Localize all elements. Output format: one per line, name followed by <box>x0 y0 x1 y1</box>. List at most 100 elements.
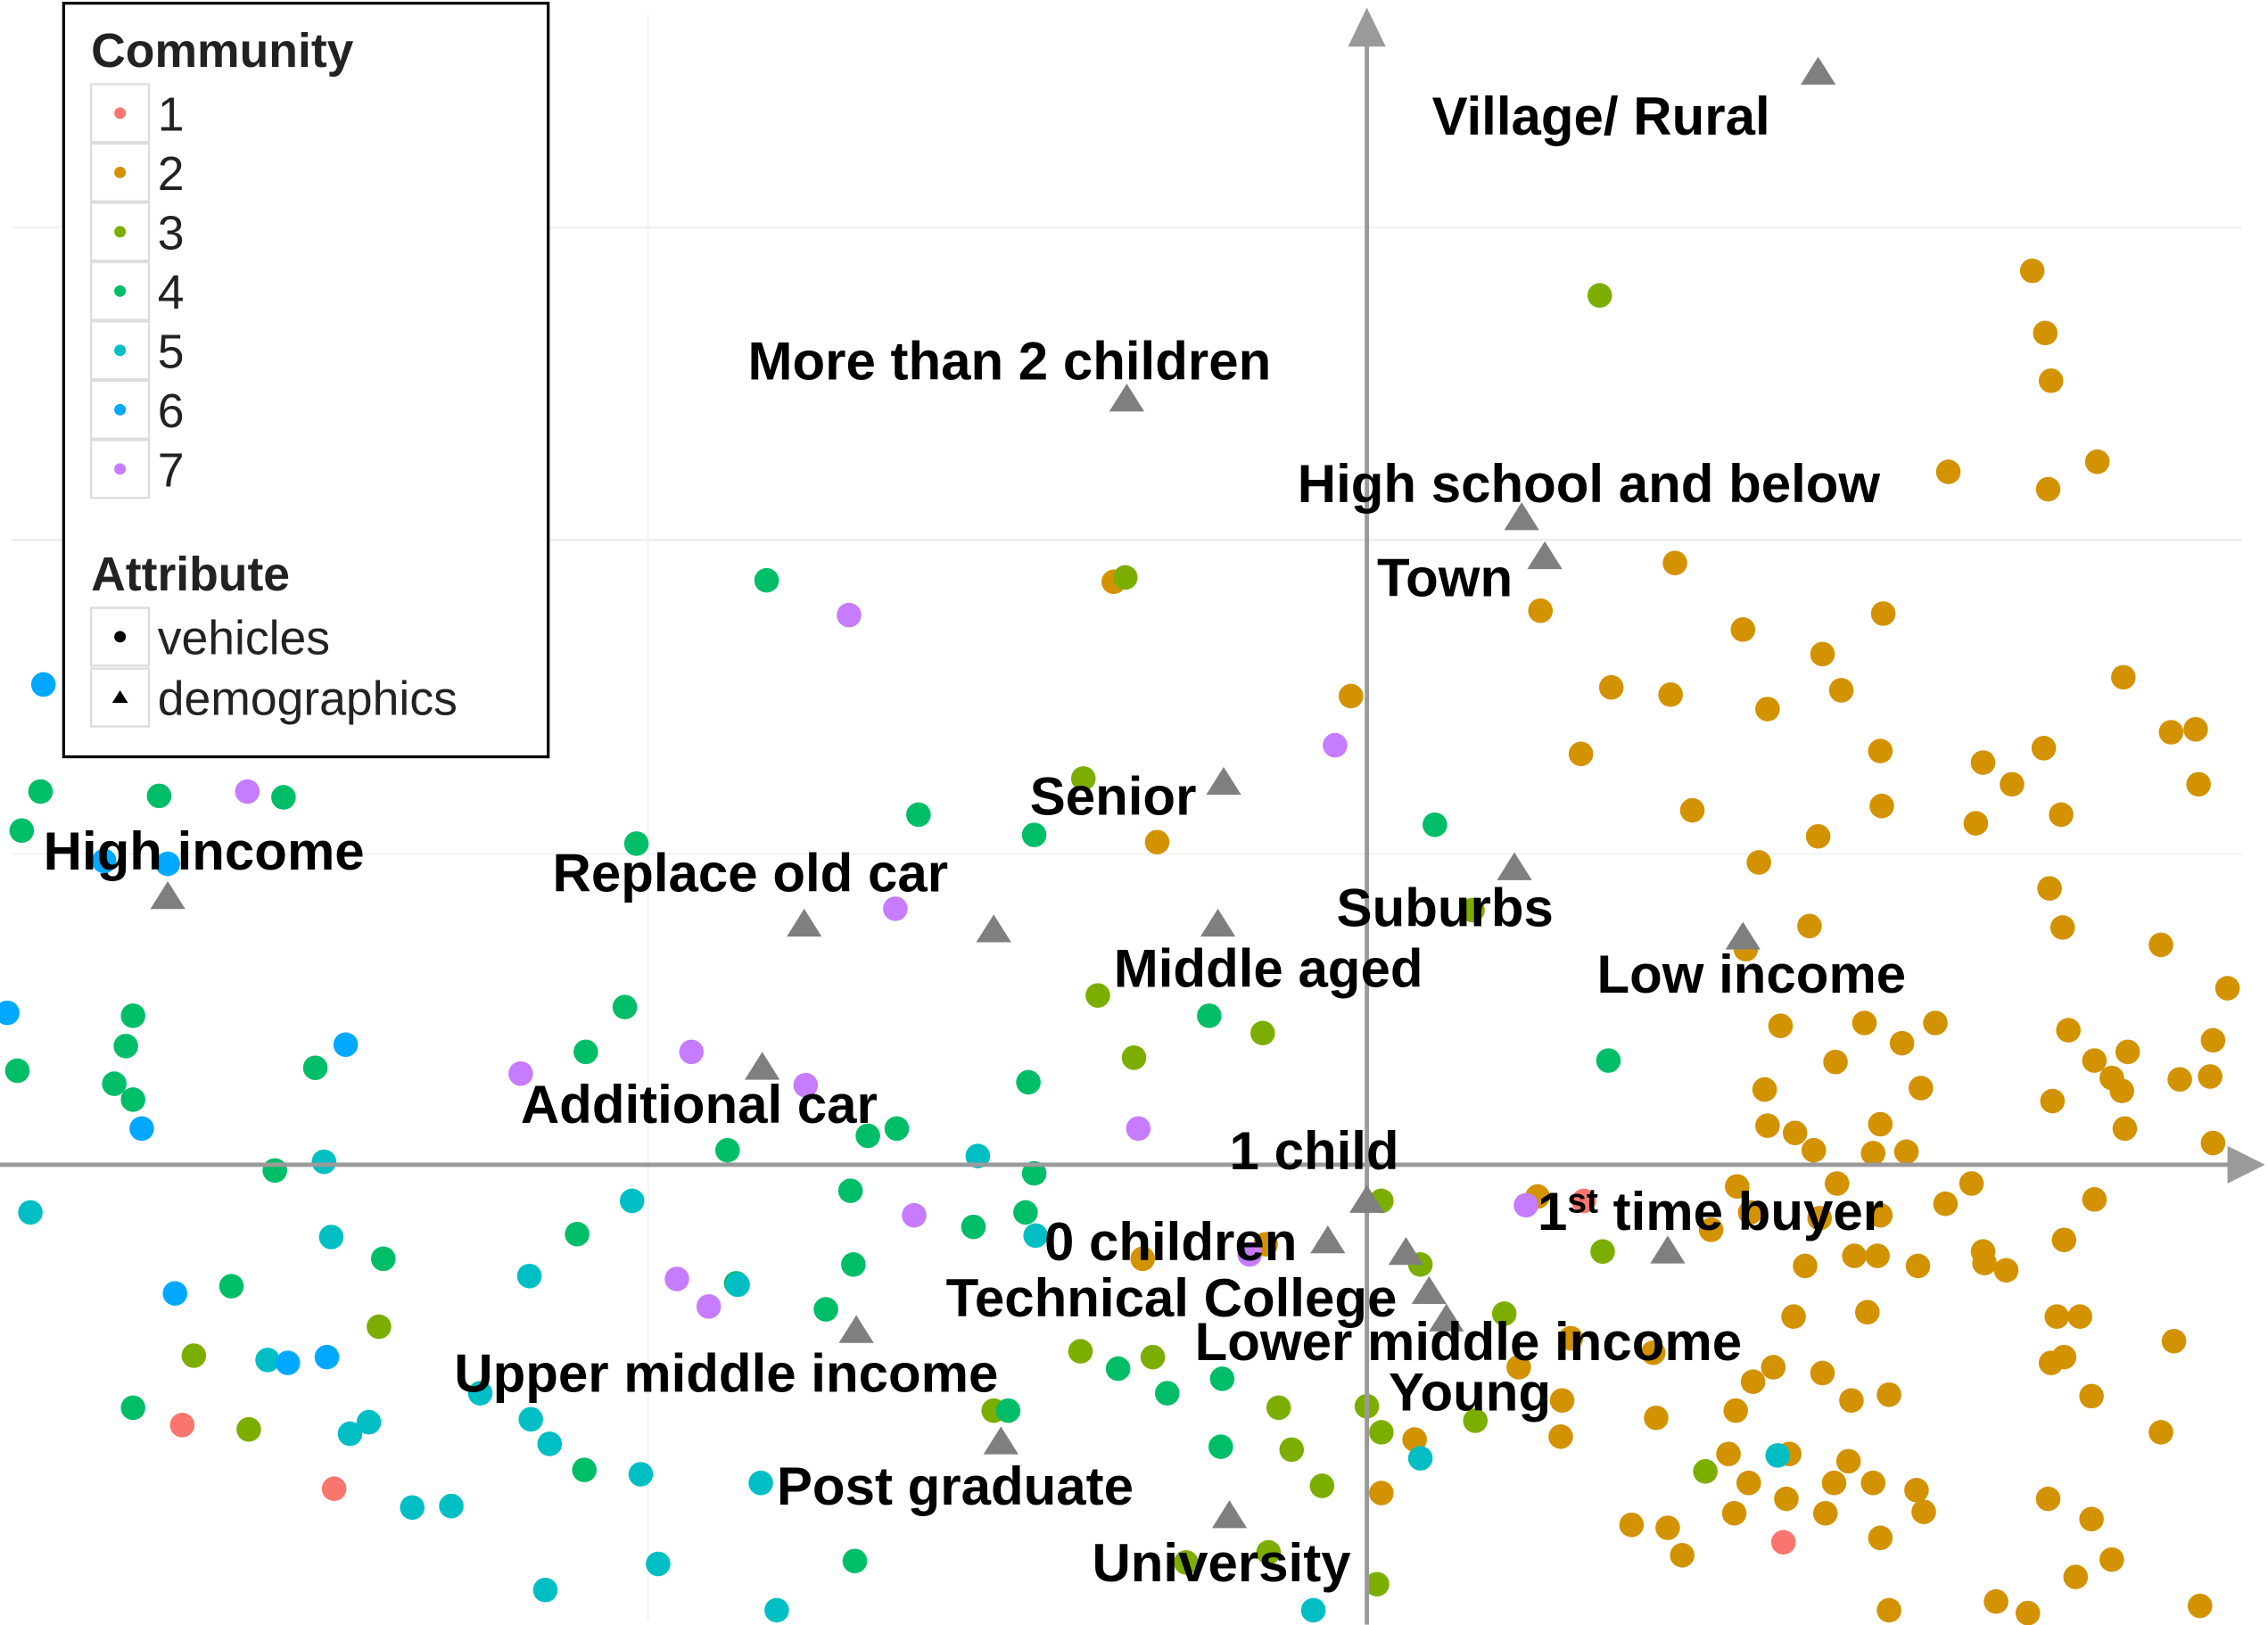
vehicle-point-community-2 <box>1740 1369 1766 1394</box>
vehicle-point-community-4 <box>28 779 54 804</box>
vehicle-point-community-2 <box>1983 1588 2008 1614</box>
legend-key <box>89 667 151 728</box>
demographic-triangle <box>1206 766 1241 796</box>
vehicle-point-community-2 <box>1812 1500 1838 1526</box>
vehicle-point-community-1 <box>169 1413 195 1438</box>
demographic-label: Town <box>1377 549 1513 608</box>
vehicle-point-community-4 <box>1208 1434 1233 1459</box>
points-layer <box>0 258 2240 1625</box>
vehicle-point-community-4 <box>120 1087 145 1112</box>
vehicle-point-community-3 <box>1309 1473 1335 1498</box>
vehicle-point-community-2 <box>1598 674 1624 700</box>
vehicle-point-community-4 <box>219 1274 244 1299</box>
vehicle-point-community-2 <box>2019 258 2045 284</box>
vehicle-point-community-4 <box>1021 1160 1047 1186</box>
legend-label: 1 <box>158 88 185 141</box>
vehicle-point-community-7 <box>679 1039 705 1065</box>
vehicle-point-community-3 <box>236 1416 261 1442</box>
vehicle-point-community-2 <box>2158 720 2184 745</box>
vehicle-point-community-4 <box>842 1548 868 1574</box>
vehicle-point-community-2 <box>1793 1253 1818 1279</box>
vehicle-point-community-2 <box>2049 802 2074 828</box>
vehicle-point-community-7 <box>508 1060 533 1086</box>
vehicle-point-community-2 <box>2082 1048 2107 1073</box>
vehicle-point-community-2 <box>2035 1486 2061 1512</box>
legend-label: 2 <box>158 148 185 201</box>
demographic-label: Upper middle income <box>454 1344 998 1404</box>
vehicle-point-community-5 <box>516 1264 542 1289</box>
vehicle-point-community-7 <box>883 896 908 921</box>
vehicle-point-community-4 <box>271 785 296 810</box>
demographic-triangle <box>976 914 1011 943</box>
vehicle-point-community-2 <box>1810 1360 1835 1386</box>
vehicle-point-community-3 <box>1070 766 1096 791</box>
vehicle-point-community-2 <box>2015 1600 2041 1625</box>
label-number: 1 <box>1538 1182 1567 1241</box>
vehicle-point-community-2 <box>1839 1388 1864 1414</box>
vehicle-point-community-2 <box>1568 741 1594 767</box>
vehicle-point-community-3 <box>1590 1239 1615 1265</box>
vehicle-point-community-2 <box>1619 1512 1645 1538</box>
vehicle-point-community-2 <box>1805 823 1831 849</box>
vehicle-point-community-2 <box>2099 1547 2124 1572</box>
vehicle-point-community-3 <box>1112 565 1138 590</box>
demographic-triangle <box>1348 1184 1385 1213</box>
vehicle-point-community-7 <box>837 602 862 628</box>
vehicle-point-community-4 <box>961 1214 986 1240</box>
vehicle-point-community-4 <box>1013 1200 1038 1225</box>
vehicle-point-community-3 <box>1266 1395 1291 1421</box>
axes <box>0 7 2265 1625</box>
demographic-label: 1 child <box>1230 1121 1399 1181</box>
legend-item-community-4: 4 <box>89 260 185 321</box>
vehicle-point-community-3 <box>1460 897 1485 923</box>
vehicle-point-community-4 <box>837 1178 863 1203</box>
vehicle-point-community-2 <box>2038 368 2064 393</box>
vehicle-point-community-2 <box>1963 811 1989 836</box>
vehicle-point-community-2 <box>2031 736 2057 761</box>
vehicle-point-community-4 <box>120 1395 145 1421</box>
vehicle-point-community-2 <box>1923 1010 1948 1035</box>
labels-layer: Village/ Rural More than 2 children High s… <box>44 87 1907 1593</box>
vehicle-point-community-5 <box>532 1577 558 1603</box>
vehicle-point-community-3 <box>1491 1301 1517 1326</box>
demographic-label: More than 2 children <box>747 331 1271 391</box>
legend-label: vehicles <box>158 612 330 664</box>
vehicle-point-community-2 <box>1810 641 1835 667</box>
legend-item-demographics: demographics <box>89 667 458 728</box>
vehicle-point-community-2 <box>1865 1243 1890 1268</box>
legend-attribute-title: Attribute <box>91 549 290 601</box>
vehicle-point-community-2 <box>1782 1120 1808 1146</box>
demographic-label: High school and below <box>1298 454 1881 514</box>
label-superscript: st <box>1567 1182 1598 1220</box>
vehicle-point-community-4 <box>1155 1381 1180 1406</box>
vehicle-point-community-7 <box>1323 732 1348 758</box>
vehicle-point-community-3 <box>1085 983 1110 1008</box>
vehicle-point-community-4 <box>995 1398 1021 1423</box>
vehicle-point-community-5 <box>255 1348 280 1373</box>
vehicle-point-community-2 <box>1908 1076 1934 1101</box>
vehicle-point-community-2 <box>1835 1448 1861 1474</box>
demographic-triangle <box>787 908 822 937</box>
vehicle-point-community-4 <box>302 1055 328 1081</box>
legend-item-community-3: 3 <box>89 202 185 262</box>
vehicle-point-community-2 <box>2079 1383 2104 1409</box>
vehicle-point-community-2 <box>1781 1304 1806 1329</box>
demographic-triangle <box>1200 908 1236 937</box>
demographic-label: Low income <box>1596 944 1906 1004</box>
vehicle-point-community-3 <box>1121 1045 1147 1070</box>
vehicle-point-community-2 <box>2167 1067 2192 1093</box>
vehicle-point-community-2 <box>1721 1500 1747 1526</box>
vehicle-point-community-5 <box>318 1225 344 1250</box>
vehicle-point-community-5 <box>467 1381 493 1406</box>
vehicle-point-community-2 <box>2067 1304 2092 1329</box>
legend-dot-icon <box>114 463 127 475</box>
vehicle-point-community-5 <box>537 1431 563 1456</box>
vehicle-point-community-2 <box>1970 1239 1996 1265</box>
vehicle-point-community-2 <box>1993 1258 2019 1283</box>
vehicle-point-community-3 <box>1693 1458 1718 1484</box>
vehicle-point-community-2 <box>1774 1486 1799 1512</box>
vehicle-point-community-2 <box>2084 449 2110 474</box>
vehicle-point-community-2 <box>1725 1174 1750 1200</box>
vehicle-point-community-7 <box>235 779 260 804</box>
vehicle-point-community-2 <box>1970 750 1996 775</box>
